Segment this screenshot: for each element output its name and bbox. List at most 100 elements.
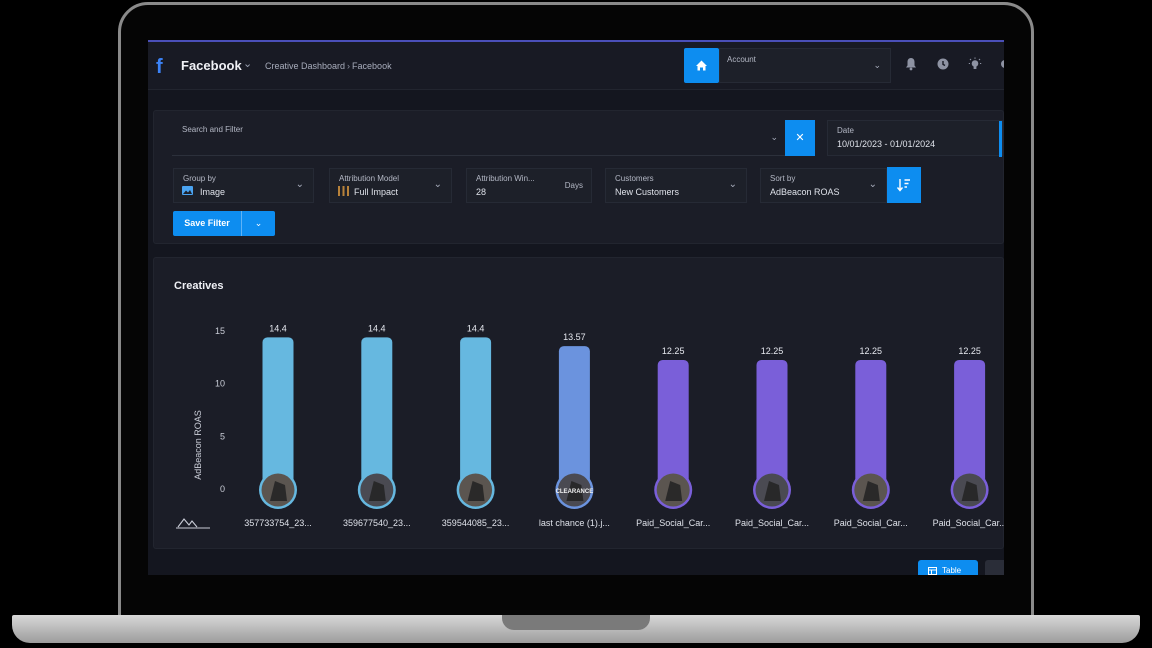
account-select[interactable]: Account ⌄ bbox=[719, 48, 891, 83]
breadcrumb-item[interactable]: Creative Dashboard bbox=[265, 61, 346, 71]
y-tick-label: 10 bbox=[215, 379, 225, 389]
attribution-window-unit: Days bbox=[564, 181, 583, 190]
gear-icon[interactable] bbox=[997, 56, 1004, 72]
category-label: Paid_Social_Car... bbox=[636, 518, 710, 528]
y-axis-label: AdBeacon ROAS bbox=[193, 410, 203, 480]
customers-value: New Customers bbox=[615, 187, 680, 197]
bar[interactable] bbox=[361, 337, 393, 491]
attribution-model-value: Full Impact bbox=[354, 187, 399, 197]
attribution-window-value: 28 bbox=[476, 187, 487, 197]
attribution-model-label: Attribution Model bbox=[339, 174, 400, 183]
thumbnail-image-shape bbox=[467, 481, 485, 501]
chevron-down-icon: ⌄ bbox=[254, 218, 263, 228]
date-picker-edge bbox=[999, 121, 1002, 157]
bar-value-label: 14.4 bbox=[269, 323, 287, 333]
image-icon bbox=[182, 186, 193, 195]
customers-label: Customers bbox=[615, 174, 654, 183]
group-by-value: Image bbox=[200, 187, 226, 197]
thumbnail-image-shape bbox=[270, 481, 287, 501]
bar[interactable] bbox=[954, 359, 986, 491]
home-button[interactable] bbox=[684, 48, 719, 83]
bar[interactable] bbox=[855, 359, 887, 491]
search-filter-input[interactable]: Search and Filter ⌄ bbox=[172, 120, 785, 156]
bar[interactable] bbox=[460, 337, 492, 491]
thumbnail-image-shape bbox=[665, 481, 683, 501]
creatives-roas-chart: AdBeacon ROAS 0 5 10 15 14.4 357733754_23...… bbox=[176, 323, 1004, 529]
bar[interactable] bbox=[756, 359, 788, 491]
bar[interactable] bbox=[657, 359, 689, 491]
breadcrumb-item[interactable]: Facebook bbox=[352, 61, 392, 71]
thumbnail-image-shape bbox=[368, 481, 386, 501]
laptop-notch bbox=[502, 615, 650, 630]
group-by-select[interactable]: Group by Image ⌄ bbox=[173, 168, 314, 203]
y-tick-label: 5 bbox=[220, 431, 225, 441]
thumbnail-image-shape bbox=[862, 481, 880, 501]
creatives-title: Creatives bbox=[174, 280, 224, 292]
bar[interactable] bbox=[558, 346, 590, 491]
bar-value-label: 12.25 bbox=[958, 346, 981, 356]
bar-value-label: 12.25 bbox=[662, 346, 685, 356]
attribution-window-label: Attribution Win... bbox=[476, 174, 535, 183]
alternate-view-button[interactable] bbox=[985, 560, 1004, 575]
date-range-picker[interactable]: Date 10/01/2023 - 01/01/2024 bbox=[827, 120, 1003, 157]
bell-icon[interactable] bbox=[903, 56, 919, 72]
table-view-button[interactable]: Table bbox=[918, 560, 978, 575]
chevron-down-icon: ⌄ bbox=[433, 179, 442, 190]
chevron-down-icon: ⌄ bbox=[295, 179, 304, 190]
bar-value-label: 12.25 bbox=[860, 346, 883, 356]
table-icon bbox=[928, 567, 937, 575]
thumbnail-image-shape bbox=[566, 481, 584, 501]
account-label: Account bbox=[727, 55, 756, 64]
app-title[interactable]: Facebook bbox=[181, 58, 242, 73]
clear-search-button[interactable]: ✕ bbox=[785, 120, 815, 156]
search-filter-label: Search and Filter bbox=[182, 125, 243, 134]
y-tick-label: 0 bbox=[220, 484, 225, 494]
chevron-down-icon: ⌄ bbox=[873, 60, 881, 70]
category-label: 359544085_23... bbox=[442, 518, 510, 528]
attribution-model-select[interactable]: Attribution Model Full Impact ⌄ bbox=[329, 168, 452, 203]
sort-by-value: AdBeacon ROAS bbox=[770, 187, 840, 197]
sort-by-label: Sort by bbox=[770, 174, 796, 183]
save-filter-button[interactable]: Save Filter bbox=[173, 211, 241, 236]
top-bar: f Facebook ⌄ Creative Dashboard › Facebook… bbox=[148, 42, 1004, 90]
adbeacon-logo-icon bbox=[176, 518, 210, 529]
thumbnail-image-shape bbox=[764, 481, 781, 501]
bar-value-label: 12.25 bbox=[761, 346, 784, 356]
save-filter-dropdown-button[interactable]: ⌄ bbox=[241, 211, 275, 236]
category-label: 357733754_23... bbox=[244, 518, 312, 528]
sort-descending-icon bbox=[896, 179, 910, 192]
customers-select[interactable]: Customers New Customers ⌄ bbox=[605, 168, 747, 203]
y-tick-label: 15 bbox=[215, 326, 225, 336]
thumbnail-image-shape bbox=[961, 481, 979, 501]
chevron-down-icon: ⌄ bbox=[728, 179, 737, 190]
attribution-window-input[interactable]: Attribution Win... 28 Days bbox=[466, 168, 592, 203]
sort-by-select[interactable]: Sort by AdBeacon ROAS ⌄ bbox=[760, 168, 887, 203]
sort-direction-button[interactable] bbox=[887, 167, 921, 203]
attribution-bars-icon bbox=[338, 186, 349, 196]
breadcrumb-separator-icon: › bbox=[347, 61, 351, 71]
category-label: last chance (1).j... bbox=[539, 518, 610, 528]
chevron-down-icon: ⌄ bbox=[770, 132, 778, 142]
lightbulb-icon[interactable] bbox=[967, 56, 983, 72]
app-screen: f Facebook ⌄ Creative Dashboard › Facebook… bbox=[148, 40, 1004, 575]
home-icon bbox=[696, 60, 707, 71]
close-icon: ✕ bbox=[795, 132, 805, 144]
category-label: Paid_Social_Car... bbox=[834, 518, 908, 528]
chevron-down-icon[interactable]: ⌄ bbox=[243, 58, 253, 70]
facebook-logo-icon: f bbox=[156, 56, 163, 78]
table-view-label: Table bbox=[942, 566, 962, 575]
category-label: Paid_Social_Car... bbox=[933, 518, 1004, 528]
clock-icon[interactable] bbox=[935, 56, 951, 72]
bar-value-label: 13.57 bbox=[563, 332, 586, 342]
category-label: 359677540_23... bbox=[343, 518, 411, 528]
group-by-label: Group by bbox=[183, 174, 216, 183]
date-value: 10/01/2023 - 01/01/2024 bbox=[837, 139, 936, 149]
bar-value-label: 14.4 bbox=[368, 323, 386, 333]
breadcrumb: Creative Dashboard › Facebook bbox=[265, 61, 392, 71]
thumbnail-text: CLEARANCE bbox=[556, 489, 594, 495]
bar[interactable] bbox=[262, 337, 294, 491]
date-label: Date bbox=[837, 126, 854, 135]
chevron-down-icon: ⌄ bbox=[868, 179, 877, 190]
category-label: Paid_Social_Car... bbox=[735, 518, 809, 528]
